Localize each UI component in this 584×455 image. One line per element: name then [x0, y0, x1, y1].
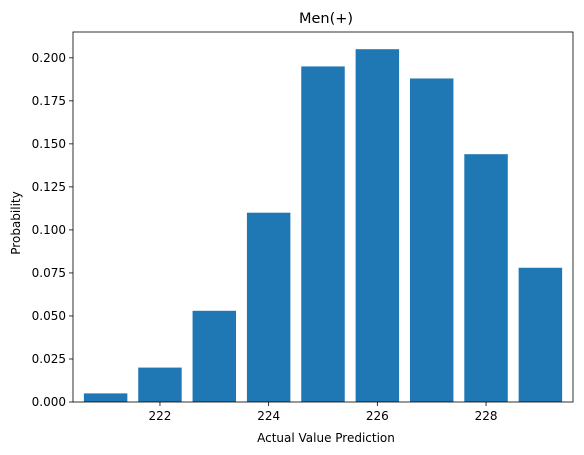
x-tick-label: 222	[149, 409, 172, 423]
y-tick-label: 0.100	[32, 223, 66, 237]
bar-222	[138, 367, 182, 402]
bar-228	[464, 154, 508, 402]
y-tick-label: 0.125	[32, 180, 66, 194]
y-tick-label: 0.000	[32, 395, 66, 409]
bar-223	[192, 310, 237, 402]
y-tick-label: 0.050	[32, 309, 66, 323]
bar-224	[246, 212, 291, 402]
x-axis-label: Actual Value Prediction	[257, 431, 395, 445]
y-axis-label: Probability	[9, 191, 23, 254]
y-tick-label: 0.175	[32, 94, 66, 108]
x-tick-label: 226	[366, 409, 389, 423]
y-tick-label: 0.025	[32, 352, 66, 366]
bar-221	[83, 393, 128, 402]
x-tick-label: 224	[257, 409, 280, 423]
x-tick-label: 228	[475, 409, 498, 423]
bar-group	[83, 49, 563, 403]
y-tick-label: 0.075	[32, 266, 66, 280]
bar-227	[409, 78, 454, 402]
plot-frame	[72, 31, 574, 403]
y-tick-label: 0.200	[32, 51, 66, 65]
y-tick-label: 0.150	[32, 137, 66, 151]
bar-229	[518, 267, 563, 402]
bar-226	[355, 49, 400, 403]
bar-225	[301, 66, 345, 402]
chart-title: Men(+)	[299, 11, 353, 27]
y-axis-ticks: 0.000 0.025 0.050 0.075 0.100 0.125 0.150 0.175…	[32, 51, 73, 409]
x-axis-ticks: 222 224 226 228	[149, 402, 498, 423]
